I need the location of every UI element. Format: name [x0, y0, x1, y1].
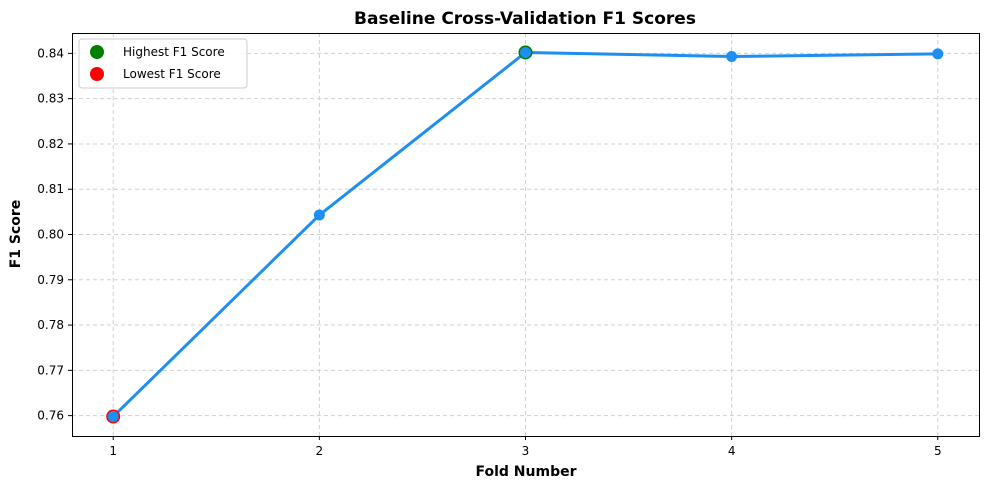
highlight-layer	[106, 45, 533, 424]
legend-box	[78, 38, 248, 89]
legend-label-lowest: Lowest F1 Score	[123, 67, 221, 81]
y-axis-ticks: 0.76 0.77 0.78 0.79 0.80 0.81 0.82 0.83 0.84	[37, 46, 72, 423]
y-axis-label: F1 Score	[8, 200, 24, 269]
data-point	[726, 51, 738, 63]
data-point	[313, 209, 325, 221]
y-tick-label: 0.81	[37, 182, 64, 196]
x-axis-ticks: 1 2 3 4 5	[109, 436, 942, 458]
data-point-overlay	[107, 411, 119, 423]
legend-marker-lowest	[90, 67, 104, 81]
y-tick-label: 0.82	[37, 137, 64, 151]
x-tick-label: 2	[316, 444, 324, 458]
y-tick-label: 0.84	[37, 46, 64, 60]
y-tick-label: 0.78	[37, 318, 64, 332]
x-tick-label: 5	[934, 444, 942, 458]
legend-label-highest: Highest F1 Score	[123, 45, 225, 59]
chart-title: Baseline Cross-Validation F1 Scores	[354, 9, 696, 29]
data-point	[932, 48, 944, 60]
legend: Highest F1 Score Lowest F1 Score	[78, 38, 248, 89]
y-tick-label: 0.83	[37, 92, 64, 106]
y-tick-label: 0.80	[37, 228, 64, 242]
x-tick-label: 1	[109, 444, 117, 458]
y-tick-label: 0.77	[37, 363, 64, 377]
x-tick-label: 3	[522, 444, 530, 458]
data-point-overlay	[520, 46, 531, 58]
x-axis-label: Fold Number	[475, 464, 576, 480]
x-tick-label: 4	[728, 444, 736, 458]
y-tick-label: 0.76	[37, 409, 64, 423]
legend-marker-highest	[90, 45, 104, 59]
y-tick-label: 0.79	[37, 273, 64, 287]
